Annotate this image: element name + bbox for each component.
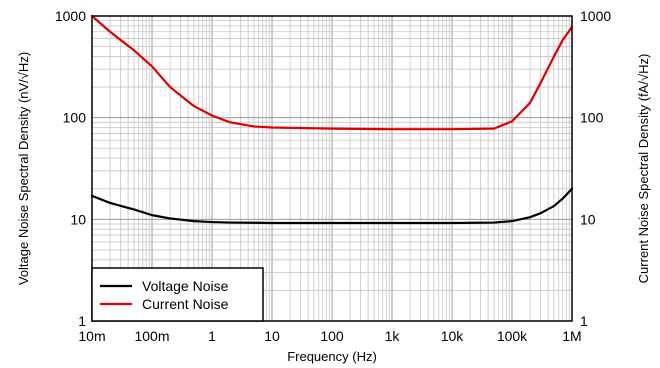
x-tick-label: 10m (78, 328, 105, 344)
y2-tick-label: 1 (580, 313, 588, 329)
legend: Voltage Noise Current Noise (91, 267, 264, 322)
y-tick-labels: 1 10 100 1000 (55, 8, 86, 329)
y-tick-label: 10 (70, 211, 86, 227)
series-line-current-noise (90, 14, 574, 131)
x-tick-label: 100k (497, 328, 528, 344)
legend-label-current-noise: Current Noise (142, 296, 229, 312)
x-tick-label: 1M (562, 328, 581, 344)
y2-axis-label: Current Noise Spectral Density (fA/√Hz) (636, 54, 651, 284)
x-tick-label: 1 (208, 328, 216, 344)
x-tick-label: 10 (264, 328, 280, 344)
x-tick-label: 100m (134, 328, 169, 344)
y2-tick-label: 10 (580, 211, 596, 227)
series-line-voltage-noise (90, 187, 574, 225)
y-tick-label: 100 (63, 110, 87, 126)
x-tick-label: 10k (441, 328, 465, 344)
x-tick-label: 1k (385, 328, 401, 344)
y-tick-label: 1000 (55, 8, 86, 24)
plot-frame (91, 15, 573, 322)
legend-label-voltage-noise: Voltage Noise (142, 278, 229, 294)
x-tick-labels: 10m 100m 1 10 100 1k 10k 100k 1M (78, 328, 581, 344)
legend-box (91, 267, 264, 322)
x-axis-label: Frequency (Hz) (287, 349, 377, 364)
y2-tick-label: 100 (580, 110, 604, 126)
y2-tick-label: 1000 (580, 8, 611, 24)
y-tick-label: 1 (78, 313, 86, 329)
y-axis-label: Voltage Noise Spectral Density (nV/√Hz) (16, 52, 31, 285)
x-tick-label: 100 (320, 328, 344, 344)
series-lines (90, 14, 574, 225)
y2-tick-labels: 1 10 100 1000 (580, 8, 611, 329)
